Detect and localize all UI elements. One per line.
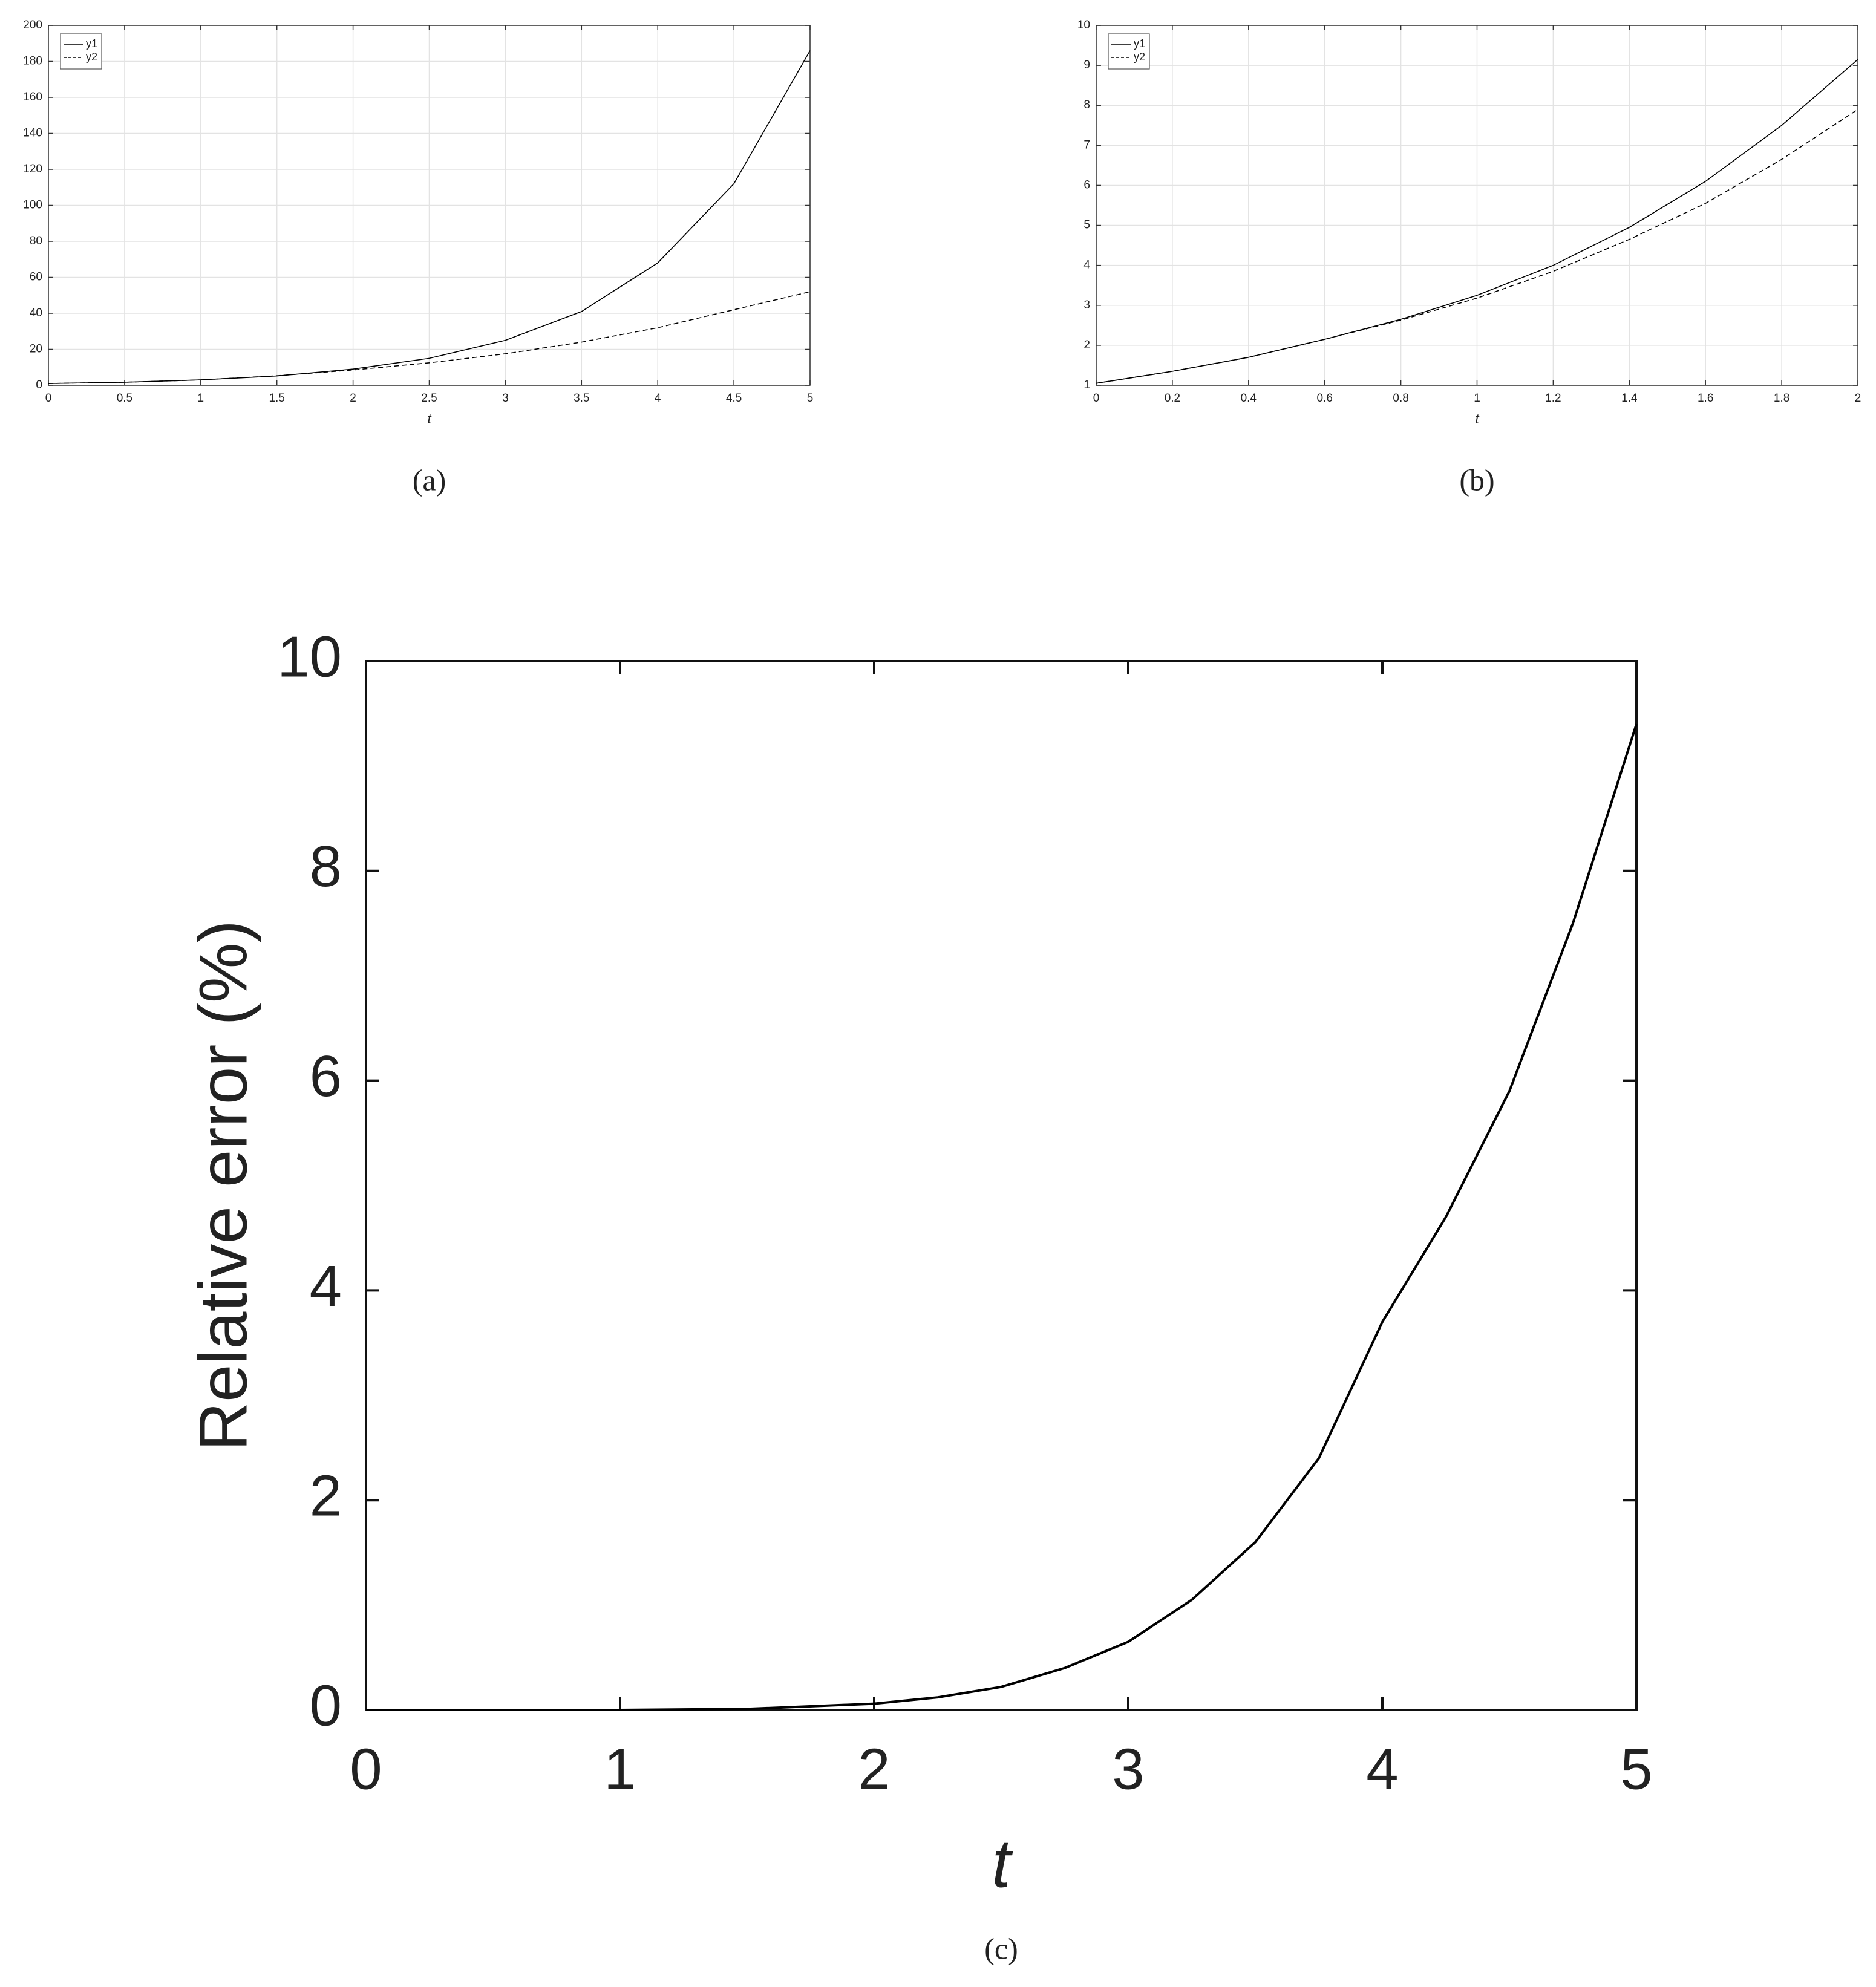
x-tick-label: 2 — [350, 392, 356, 405]
y-tick-label: 20 — [30, 343, 42, 356]
caption: (c) — [984, 1931, 1018, 1965]
x-tick-label: 3 — [1112, 1737, 1144, 1801]
x-tick-label: 0.5 — [117, 392, 132, 405]
caption: (a) — [413, 463, 446, 497]
x-tick-label: 0.2 — [1165, 392, 1180, 405]
x-axis-label: t — [427, 411, 431, 426]
legend-box — [1108, 33, 1150, 70]
y-axis-label: Relative error (%) — [186, 920, 261, 1451]
y-tick-label: 4 — [1083, 259, 1090, 272]
y-tick-label: 0 — [310, 1673, 342, 1738]
x-tick-label: 0 — [1093, 392, 1100, 405]
x-tick-label: 1.6 — [1698, 392, 1713, 405]
legend-label: y1 — [86, 38, 97, 50]
x-tick-label: 4 — [655, 392, 661, 405]
y-tick-label: 9 — [1083, 59, 1090, 71]
y-tick-label: 3 — [1083, 299, 1090, 312]
x-tick-label: 5 — [1620, 1737, 1652, 1801]
x-tick-label: 1.4 — [1621, 392, 1638, 405]
legend-label: y1 — [1134, 38, 1145, 50]
y-tick-label: 0 — [36, 379, 42, 391]
y-tick-label: 4 — [310, 1254, 342, 1319]
x-tick-label: 2.5 — [421, 392, 437, 405]
x-tick-label: 1 — [1474, 392, 1480, 405]
x-tick-label: 1 — [604, 1737, 636, 1801]
legend-label: y2 — [1134, 51, 1145, 63]
x-axis-label: t — [1475, 411, 1479, 426]
y-tick-label: 6 — [310, 1044, 342, 1109]
x-tick-label: 1.5 — [269, 392, 284, 405]
data-line — [1096, 109, 1858, 384]
y-tick-label: 120 — [23, 163, 42, 175]
y-tick-label: 5 — [1083, 219, 1090, 232]
y-tick-label: 10 — [1077, 19, 1090, 31]
x-tick-label: 0.6 — [1316, 392, 1332, 405]
data-line — [48, 291, 811, 384]
x-tick-label: 2 — [858, 1737, 890, 1801]
y-tick-label: 180 — [23, 55, 42, 68]
y-tick-label: 40 — [30, 307, 42, 319]
y-tick-label: 140 — [23, 127, 42, 140]
x-tick-label: 1.2 — [1545, 392, 1561, 405]
plot-frame — [365, 660, 1638, 1711]
x-axis-label: t — [992, 1826, 1013, 1902]
caption: (b) — [1459, 463, 1494, 497]
legend-label: y2 — [86, 51, 97, 63]
x-tick-label: 1 — [198, 392, 204, 405]
y-tick-label: 80 — [30, 235, 42, 247]
y-tick-label: 10 — [277, 624, 342, 689]
legend-box — [60, 33, 102, 70]
x-tick-label: 3.5 — [574, 392, 589, 405]
x-tick-label: 4.5 — [726, 392, 742, 405]
x-tick-label: 2 — [1855, 392, 1861, 405]
y-tick-label: 8 — [1083, 99, 1090, 111]
y-tick-label: 1 — [1083, 379, 1090, 391]
x-tick-label: 0.8 — [1393, 392, 1408, 405]
x-tick-label: 0 — [350, 1737, 382, 1801]
x-tick-label: 1.8 — [1774, 392, 1789, 405]
y-tick-label: 60 — [30, 271, 42, 284]
y-tick-label: 7 — [1083, 139, 1090, 151]
x-tick-label: 0 — [45, 392, 52, 405]
y-tick-label: 6 — [1083, 178, 1090, 191]
y-tick-label: 100 — [23, 199, 42, 212]
x-tick-label: 5 — [807, 392, 814, 405]
y-tick-label: 160 — [23, 91, 42, 103]
y-tick-label: 200 — [23, 19, 42, 31]
x-tick-label: 4 — [1366, 1737, 1398, 1801]
y-tick-label: 2 — [1083, 339, 1090, 351]
x-tick-label: 3 — [502, 392, 509, 405]
x-tick-label: 0.4 — [1241, 392, 1257, 405]
data-line — [366, 723, 1638, 1711]
y-tick-label: 8 — [310, 834, 342, 899]
y-tick-label: 2 — [310, 1464, 342, 1529]
